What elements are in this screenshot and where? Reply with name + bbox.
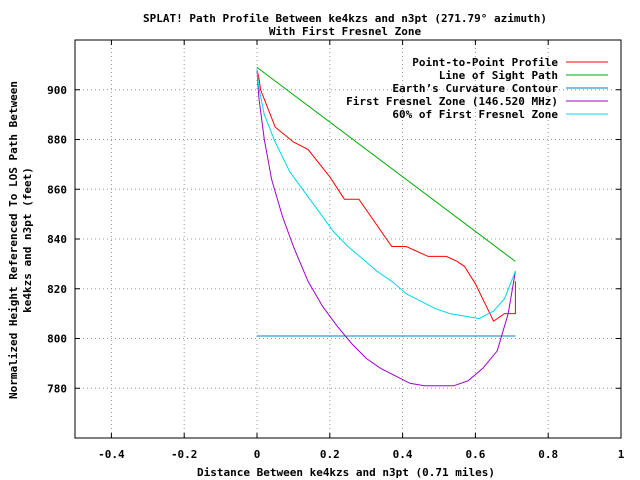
legend-label: Earth’s Curvature Contour [392,82,558,95]
x-tick-label: 0.2 [320,448,340,461]
y-tick-label: 780 [47,382,67,395]
x-tick-label: -0.2 [171,448,198,461]
x-tick-label: -0.4 [98,448,125,461]
x-tick-label: 0.4 [393,448,413,461]
x-axis-label: Distance Between ke4kzs and n3pt (0.71 m… [197,466,495,479]
chart-subtitle: With First Fresnel Zone [269,25,422,38]
x-tick-label: 0.6 [465,448,485,461]
plot-frame [74,39,622,439]
axis-ticks: -0.4 -0.2 0 0.2 0.4 0.6 0.8 1 780 800 820 840 860 880… [47,40,625,461]
y-tick-label: 900 [47,84,67,97]
y-tick-label: 840 [47,233,67,246]
legend-label: Point-to-Point Profile [412,56,558,69]
legend-label: First Fresnel Zone (146.520 MHz) [346,95,558,108]
y-axis-label-line1: Normalized Height Referenced To LOS Path… [7,81,20,399]
series-line-point-to-point-profile [256,69,516,322]
x-tick-label: 0 [254,448,261,461]
legend-label: 60% of First Fresnel Zone [392,108,558,121]
series-line-first-fresnel-zone-146-520-mhz [256,69,516,387]
series-lines [256,67,516,387]
x-tick-label: 1 [618,448,625,461]
y-tick-label: 880 [47,134,67,147]
y-tick-label: 820 [47,283,67,296]
series-line-line-of-sight-path [256,67,516,262]
series-line-60-of-first-fresnel-zone [256,69,516,320]
y-axis-label-line2: ke4kzs and n3pt (feet) [21,167,34,313]
y-tick-label: 860 [47,183,67,196]
chart-title: SPLAT! Path Profile Between ke4kzs and n… [143,12,547,25]
legend-label: Line of Sight Path [439,69,558,82]
x-tick-label: 0.8 [538,448,558,461]
y-tick-label: 800 [47,333,67,346]
